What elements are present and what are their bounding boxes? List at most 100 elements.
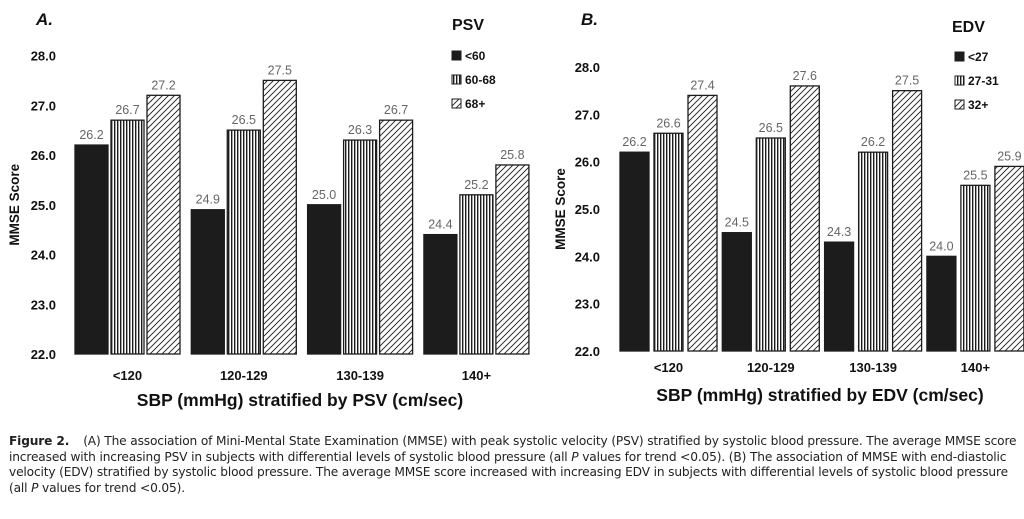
panel-b-category-label: 140+ [961,360,991,375]
panel-a-bar [110,119,145,355]
panel-b-legend-title: EDV [952,19,985,36]
panel-a-xlabel: SBP (mmHg) stratified by PSV (cm/sec) [137,390,463,410]
panel-a-bar [306,204,342,355]
panel-a-legend-title: PSV [452,17,484,34]
panel-b-category-label: 130-139 [849,360,897,375]
panel-b-data-label: 24.3 [827,225,851,239]
panel-a-label: A. [35,10,53,29]
panel-a-data-label: 27.2 [151,78,175,92]
panel-a-category-label: <120 [113,368,142,383]
panel-a-data-label: 27.5 [268,63,292,77]
panel-b-ylabel: MMSE Score [553,168,568,250]
caption-p-italic-2: P [31,480,39,495]
caption-label: Figure 2. [9,434,70,448]
panel-a-ytick-label: 23.0 [31,297,56,312]
panel-a-ytick-label: 25.0 [31,198,56,213]
panel-b-bar [926,255,957,352]
panel-b-data-label: 27.4 [690,78,714,92]
panel-a-data-label: 24.4 [428,218,452,232]
panel-a-legend-label: <60 [465,49,486,63]
panel-b-legend-label: <27 [968,50,989,64]
panel-b-ytick-label: 22.0 [575,344,600,359]
panel-b-data-label: 27.5 [895,74,919,88]
panel-a-data-label: 25.0 [312,188,336,202]
panel-a-bar [423,233,458,355]
panel-b-data-label: 27.6 [793,69,817,83]
panel-b-bar [823,241,855,352]
panel-b-bar [994,165,1024,352]
panel-a-data-label: 25.2 [464,178,488,192]
panel-b-bar [653,132,684,352]
figure-caption: Figure 2. (A) The association of Mini-Men… [9,434,1017,496]
panel-b-category-label: 120-129 [747,360,795,375]
panel-b-legend-label: 32+ [968,98,988,112]
panel-b-legend-swatch [954,99,965,110]
panel-b-bar [857,151,889,352]
panel-a-bar [495,164,530,355]
panel-b-data-label: 26.5 [759,121,783,135]
panel-b-ytick-label: 25.0 [575,202,600,217]
panel-b-data-label: 24.5 [725,216,749,230]
panel-b-bar [619,151,650,352]
panel-a-ytick-label: 27.0 [31,98,56,113]
panel-b-legend-swatch [954,75,965,86]
panel-a-data-label: 26.7 [384,103,408,117]
panel-b-ytick-label: 23.0 [575,297,600,312]
panel-a-data-label: 26.5 [232,113,256,127]
panel-b-data-label: 24.0 [929,239,953,253]
panel-a-legend-label: 68+ [465,97,485,111]
caption-p-italic-1: P [571,449,579,464]
panel-a-bar [190,209,225,355]
panel-a-ylabel: MMSE Score [7,163,22,245]
panel-b-label: B. [581,10,598,29]
panel-b-ytick-label: 24.0 [575,249,600,264]
caption-text-3: values for trend <0.05). [38,480,185,495]
panel-a-category-label: 120-129 [220,368,268,383]
panel-b-bar [721,232,752,352]
panel-a-bar [342,139,378,355]
panel-b-ytick-label: 26.0 [575,155,600,170]
panel-a-ytick-label: 22.0 [31,347,56,362]
panel-a-ytick-label: 26.0 [31,148,56,163]
panel-a-bar [74,144,109,355]
panel-a-bar [262,79,297,355]
panel-b-data-label: 25.9 [997,149,1021,163]
panel-a-chart: A. 22.0 23.0 24.0 25.0 26.0 27.0 28.0 MMSE Score… [7,10,530,410]
panel-b-data-label: 26.2 [861,135,885,149]
panel-a-data-label: 26.2 [79,128,103,142]
figure-2: A. 22.0 23.0 24.0 25.0 26.0 27.0 28.0 MMSE Score… [7,10,1024,410]
panel-b-bar [755,137,786,352]
panel-b-bar [891,90,923,352]
panel-b-category-label: <120 [654,360,683,375]
caption-text-2: values for trend <0.05). (B) The associa… [9,449,1008,495]
panel-b-chart: B. 22.0 23.0 24.0 25.0 26.0 27.0 28.0 MMSE Score… [553,10,1024,405]
panel-a-legend-swatch [451,74,462,85]
panel-a-bar [146,94,181,355]
panel-a-bar [226,129,261,355]
panel-b-xlabel: SBP (mmHg) stratified by EDV (cm/sec) [656,385,983,405]
panel-a-legend-swatch [451,50,462,61]
panel-a-category-label: 140+ [462,368,492,383]
panel-a-bar [459,194,494,355]
panel-b-data-label: 26.2 [622,135,646,149]
panel-b-ytick-label: 27.0 [575,107,600,122]
panel-b-bar [789,85,820,352]
panel-b-data-label: 25.5 [963,168,987,182]
panel-a-ytick-label: 24.0 [31,248,56,263]
caption-text-1: (A) The association of Mini-Mental State… [9,434,1017,464]
panel-a-bar [378,119,414,355]
panel-a-ytick-label: 28.0 [31,49,56,64]
panel-b-bar [960,184,991,352]
panel-a-legend-label: 60-68 [465,73,496,87]
panel-b-ytick-label: 28.0 [575,60,600,75]
panel-b-legend-label: 27-31 [968,74,999,88]
panel-b-bar [687,94,718,352]
panel-b-legend-swatch [954,51,965,62]
panel-a-data-label: 24.9 [196,193,220,207]
panel-a-legend-swatch [451,98,462,109]
panel-a-data-label: 26.3 [348,123,372,137]
panel-a-data-label: 26.7 [115,103,139,117]
panel-a-category-label: 130-139 [336,368,384,383]
panel-a-data-label: 25.8 [500,148,524,162]
panel-b-data-label: 26.6 [656,116,680,130]
